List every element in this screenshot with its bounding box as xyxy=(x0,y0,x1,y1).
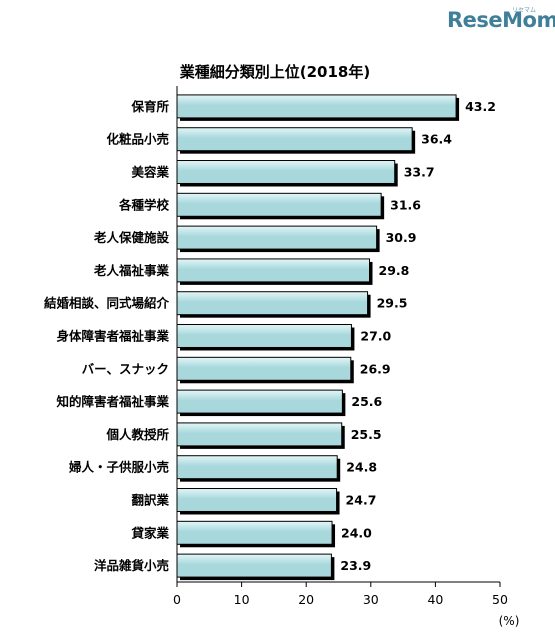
bar xyxy=(176,520,333,545)
bar xyxy=(176,258,371,283)
value-label: 30.9 xyxy=(386,230,417,245)
category-label: 結婚相談、同式場紹介 xyxy=(44,296,170,311)
category-label: 知的障害者福祉事業 xyxy=(55,394,169,409)
bar xyxy=(176,455,338,480)
x-tick-label: 0 xyxy=(173,592,181,607)
category-label: 保育所 xyxy=(130,99,169,114)
category-label: 婦人・子供服小売 xyxy=(68,460,170,475)
value-label: 29.8 xyxy=(379,263,410,278)
category-label: 老人福祉事業 xyxy=(93,263,170,278)
bar xyxy=(176,225,378,250)
category-label: 個人教授所 xyxy=(105,427,169,442)
x-tick-label: 30 xyxy=(363,592,379,607)
category-label: 貸家業 xyxy=(131,525,169,540)
bar xyxy=(176,324,352,348)
x-tick-label: 40 xyxy=(427,592,443,607)
value-label: 24.7 xyxy=(346,493,377,508)
value-label: 25.5 xyxy=(351,427,382,442)
value-label: 24.8 xyxy=(346,460,377,475)
value-label: 31.6 xyxy=(390,197,421,212)
value-label: 23.9 xyxy=(340,558,371,573)
bar xyxy=(176,356,352,381)
resemom-logo: ReseMom xyxy=(447,8,555,32)
value-label: 29.5 xyxy=(377,296,408,311)
resemom-logo-subtext: リセマム xyxy=(512,7,537,14)
value-label: 43.2 xyxy=(465,99,496,114)
category-label: 翻訳業 xyxy=(131,493,169,508)
x-tick-label: 50 xyxy=(492,592,508,607)
category-label: 化粧品小売 xyxy=(106,132,169,147)
category-label: バー、スナック xyxy=(82,361,169,376)
x-axis: 0 10 20 30 40 50 xyxy=(173,86,508,607)
category-label: 洋品雑貨小売 xyxy=(94,558,170,573)
x-axis-unit: (%) xyxy=(499,614,520,628)
bars-group: 保育所 43.2 化粧品小売 36.4 美容業 33.7 各種学校 31.6 老人保健施設 30.… xyxy=(44,94,496,581)
bar xyxy=(176,192,382,217)
bar xyxy=(176,94,457,119)
bar xyxy=(176,389,343,414)
value-label: 25.6 xyxy=(351,394,382,409)
category-label: 美容業 xyxy=(131,165,169,180)
bar xyxy=(176,422,343,447)
bar xyxy=(176,160,396,184)
value-label: 26.9 xyxy=(360,361,391,376)
chart-title: 業種細分類別上位(2018年) xyxy=(179,63,370,81)
bar xyxy=(176,553,332,578)
x-tick-label: 10 xyxy=(234,592,250,607)
category-label: 各種学校 xyxy=(118,197,170,212)
x-tick-label: 20 xyxy=(298,592,314,607)
category-label: 身体障害者福祉事業 xyxy=(56,329,169,344)
bar xyxy=(176,291,369,316)
value-label: 36.4 xyxy=(421,132,452,147)
bar xyxy=(176,488,338,512)
value-label: 33.7 xyxy=(404,165,435,180)
category-label: 老人保健施設 xyxy=(93,230,170,245)
bar xyxy=(176,127,413,152)
value-label: 24.0 xyxy=(341,525,372,540)
value-label: 27.0 xyxy=(360,329,391,344)
